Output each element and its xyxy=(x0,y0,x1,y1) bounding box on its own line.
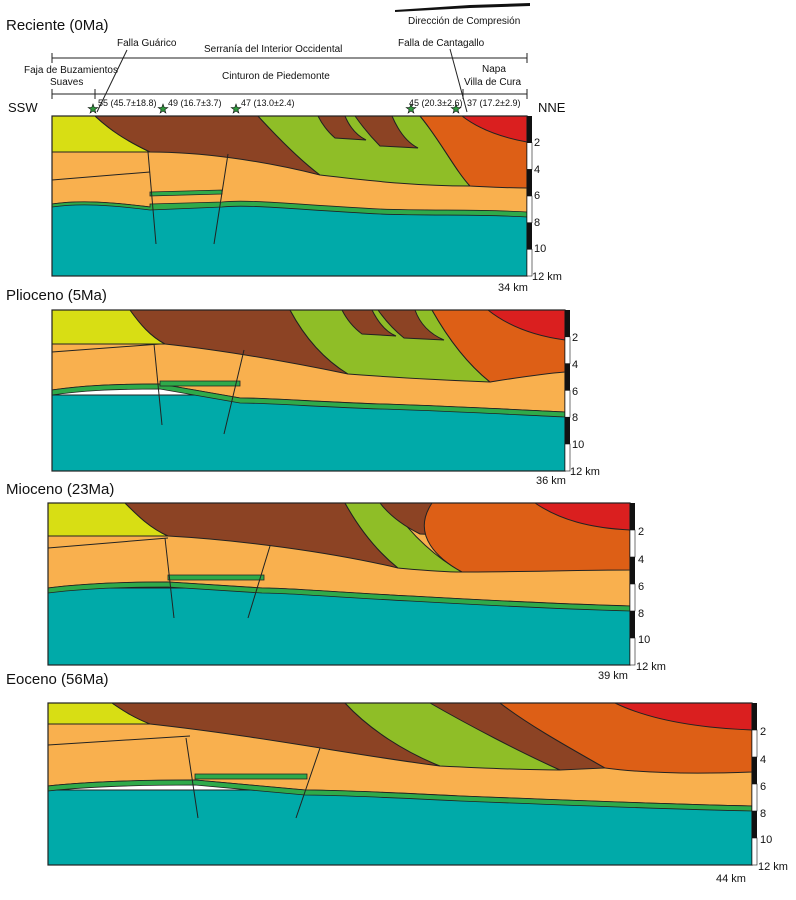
leader-falla-cantagallo xyxy=(449,48,468,113)
brown-klippe-2 xyxy=(354,115,419,149)
svg-text:12 km: 12 km xyxy=(570,466,600,478)
svg-text:8: 8 xyxy=(572,412,578,424)
panel-mioceno: 2 4 6 8 10 12 km 39 km xyxy=(47,502,666,682)
label-napa-line2: Villa de Cura xyxy=(464,77,522,88)
leader-falla-guarico xyxy=(96,49,128,113)
panel-plioceno: 2 4 6 8 10 12 km 36 km xyxy=(51,309,600,487)
label-falla-cantagallo: Falla de Cantagallo xyxy=(398,38,485,49)
svg-text:6: 6 xyxy=(534,190,540,202)
svg-text:6: 6 xyxy=(572,386,578,398)
compression-label: Dirección de Compresión xyxy=(408,16,520,27)
sample-star-4 xyxy=(405,103,417,114)
sample-star-1 xyxy=(87,103,99,114)
orientation-right: NNE xyxy=(538,100,566,115)
sample-label-2: 49 (16.7±3.7) xyxy=(168,98,221,108)
svg-text:2: 2 xyxy=(534,137,540,149)
sample-label-5: 37 (17.2±2.9) xyxy=(467,98,520,108)
label-serrania: Serranía del Interior Occidental xyxy=(204,44,342,55)
width-label-eoceno: 44 km xyxy=(716,873,746,885)
svg-text:2: 2 xyxy=(760,726,766,738)
sample-label-4: 45 (20.3±2.6) xyxy=(409,98,462,108)
panel-title-mioceno: Mioceno (23Ma) xyxy=(6,481,114,498)
sample-label-3: 47 (13.0±2.4) xyxy=(241,98,294,108)
width-label-mioceno: 39 km xyxy=(598,670,628,682)
svg-text:4: 4 xyxy=(638,554,644,566)
label-napa-line1: Napa xyxy=(482,64,506,75)
width-label-plioceno: 36 km xyxy=(536,475,566,487)
label-faja-line1: Faja de Buzamientos xyxy=(24,65,118,76)
panel-title-eoceno: Eoceno (56Ma) xyxy=(6,671,109,688)
compression-arrow xyxy=(395,3,530,12)
svg-text:2: 2 xyxy=(638,526,644,538)
svg-text:8: 8 xyxy=(760,808,766,820)
panel-title-plioceno: Plioceno (5Ma) xyxy=(6,287,107,304)
sample-label-1: 55 (45.7±18.8) xyxy=(98,98,156,108)
header-annotations: Reciente (0Ma) Dirección de Compresión F… xyxy=(6,3,566,115)
sample-markers: 55 (45.7±18.8) 49 (16.7±3.7) 47 (13.0±2.… xyxy=(87,98,520,114)
svg-text:4: 4 xyxy=(572,359,578,371)
svg-text:4: 4 xyxy=(534,164,540,176)
width-label-reciente: 34 km xyxy=(498,282,528,294)
panel-title-reciente: Reciente (0Ma) xyxy=(6,17,109,34)
label-falla-guarico: Falla Guárico xyxy=(117,38,177,49)
svg-text:10: 10 xyxy=(534,243,546,255)
svg-text:10: 10 xyxy=(572,439,584,451)
label-cinturon: Cinturon de Piedemonte xyxy=(222,71,330,82)
svg-text:10: 10 xyxy=(760,834,772,846)
svg-text:8: 8 xyxy=(638,608,644,620)
fault-1 xyxy=(147,151,157,245)
fault-2 xyxy=(213,153,229,245)
svg-text:12 km: 12 km xyxy=(636,661,666,673)
svg-text:6: 6 xyxy=(760,781,766,793)
svg-text:10: 10 xyxy=(638,634,650,646)
svg-text:8: 8 xyxy=(534,217,540,229)
svg-text:12 km: 12 km xyxy=(532,271,562,283)
sample-star-3 xyxy=(230,103,242,114)
panel-reciente: 2 4 6 8 10 12 km 34 km xyxy=(51,115,562,294)
sample-star-5 xyxy=(450,103,462,114)
label-faja-line2: Suaves xyxy=(50,77,83,88)
svg-text:12 km: 12 km xyxy=(758,861,788,873)
depth-scale: 2 4 6 8 10 12 km xyxy=(526,116,562,283)
brown-klippe xyxy=(317,115,367,141)
svg-text:6: 6 xyxy=(638,581,644,593)
panel-eoceno: 2 4 6 8 10 12 km 44 km xyxy=(47,702,788,885)
serrania-bracket xyxy=(51,53,528,63)
orientation-left: SSW xyxy=(8,100,38,115)
sample-star-2 xyxy=(157,103,169,114)
svg-text:2: 2 xyxy=(572,332,578,344)
svg-text:4: 4 xyxy=(760,754,766,766)
